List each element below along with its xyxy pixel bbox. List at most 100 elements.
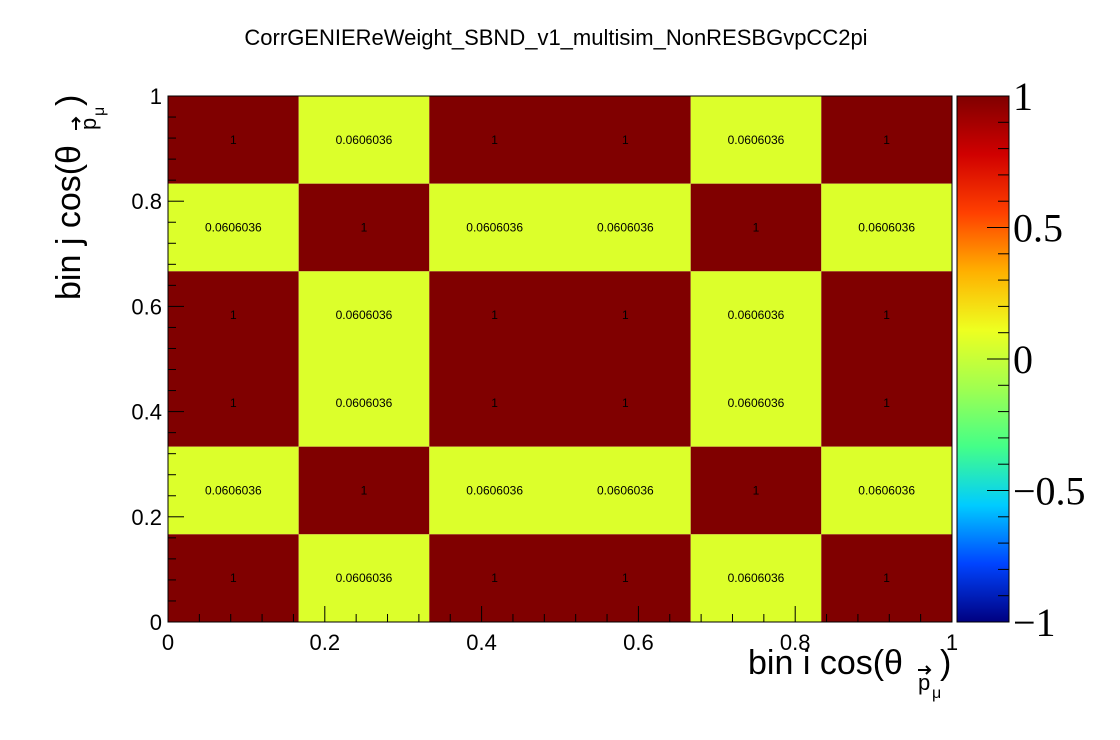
heatmap-cell <box>298 359 430 447</box>
y-axis-label-close: ) <box>50 95 88 106</box>
x-tick-label: 0.6 <box>623 630 654 655</box>
cell-value-label: 1 <box>883 133 890 147</box>
cell-value-label: 0.0606036 <box>597 484 654 498</box>
heatmap-cell <box>298 96 430 184</box>
cell-value-label: 1 <box>491 308 498 322</box>
cell-value-label: 0.0606036 <box>597 221 654 235</box>
heatmap-cell <box>560 271 691 359</box>
cell-value-label: 0.0606036 <box>858 484 915 498</box>
cell-value-label: 0.0606036 <box>728 133 785 147</box>
cell-value-label: 0.0606036 <box>466 221 523 235</box>
cell-value-label: 1 <box>230 396 237 410</box>
heatmap-cell <box>690 534 822 622</box>
colorbar-ticks: 1 0.5 0 −0.5 −1 <box>987 74 1086 645</box>
x-tick-label: 0.8 <box>780 630 811 655</box>
vector-arrow-icon <box>918 665 932 675</box>
y-tick-label: 1 <box>150 84 162 109</box>
heatmap-cell <box>168 446 299 535</box>
colorbar-tick-label: −0.5 <box>1013 469 1086 514</box>
cell-value-label: 1 <box>883 308 890 322</box>
heatmap-cell <box>560 534 691 622</box>
heatmap-cell <box>168 271 299 359</box>
heatmap-cell <box>168 359 299 447</box>
heatmap-cell <box>690 96 822 184</box>
cell-value-label: 0.0606036 <box>466 484 523 498</box>
y-axis-label-subsub: μ <box>91 107 108 116</box>
cell-value-label: 1 <box>753 221 760 235</box>
x-tick-label: 0.2 <box>310 630 341 655</box>
heatmap-cell <box>690 446 822 535</box>
heatmap-cell <box>560 446 691 535</box>
heatmap-cell <box>821 534 952 622</box>
heatmap-cell <box>690 359 822 447</box>
heatmap-cell <box>168 96 299 184</box>
heatmap-cell <box>821 271 952 359</box>
heatmap-cell <box>690 271 822 359</box>
cell-value-label: 0.0606036 <box>336 396 393 410</box>
y-tick-label: 0.6 <box>131 294 162 319</box>
heatmap-cell <box>821 446 952 535</box>
svg-text:p: p <box>76 118 101 130</box>
plot-frame <box>167 95 953 623</box>
cell-value-label: 1 <box>491 396 498 410</box>
svg-text:bin j cos(θ: bin j cos(θ <box>50 145 88 300</box>
x-axis-label: bin i cos(θ p μ ) <box>748 644 951 702</box>
cell-value-label: 0.0606036 <box>858 221 915 235</box>
heatmap-cell <box>690 183 822 272</box>
x-axis: 0 0.2 0.4 0.6 0.8 1 <box>162 606 958 655</box>
cell-value-label: 1 <box>230 133 237 147</box>
x-axis-label-close: ) <box>940 644 951 682</box>
heatmap-cell <box>429 271 560 359</box>
cell-value-label: 1 <box>491 571 498 585</box>
y-axis-label-sub: p <box>76 118 101 130</box>
cell-value-label: 1 <box>230 571 237 585</box>
colorbar-tick-label: 1 <box>1013 74 1033 119</box>
chart-title: CorrGENIEReWeight_SBND_v1_multisim_NonRE… <box>244 25 867 50</box>
heatmap-cell <box>560 183 691 272</box>
y-axis-label: bin j cos(θ p μ ) <box>50 95 108 300</box>
x-tick-label: 0 <box>162 630 174 655</box>
x-tick-label: 0.4 <box>466 630 497 655</box>
heatmap-cell <box>298 271 430 359</box>
y-tick-label: 0.4 <box>131 400 162 425</box>
cell-value-label: 1 <box>622 571 629 585</box>
heatmap-cell <box>821 183 952 272</box>
heatmap-cells <box>168 96 952 622</box>
cell-value-label: 1 <box>753 484 760 498</box>
svg-text:): ) <box>940 644 951 682</box>
heatmap-cell <box>821 96 952 184</box>
heatmap-cell <box>168 183 299 272</box>
cell-value-label: 1 <box>883 571 890 585</box>
colorbar-tick-label: −1 <box>1013 600 1056 645</box>
heatmap-cell <box>429 534 560 622</box>
svg-text:p: p <box>918 670 930 695</box>
x-axis-label-main: bin i cos(θ <box>748 644 903 682</box>
x-tick-label: 1 <box>946 630 958 655</box>
heatmap-cell <box>429 446 560 535</box>
vector-arrow-icon <box>71 116 81 130</box>
cell-value-label: 0.0606036 <box>205 221 262 235</box>
y-axis: 0 0.2 0.4 0.6 0.8 1 <box>131 84 184 635</box>
cell-value-label: 1 <box>230 308 237 322</box>
heatmap-cell <box>560 359 691 447</box>
y-axis-label-main: bin j cos(θ <box>50 145 88 300</box>
cell-value-label: 0.0606036 <box>336 133 393 147</box>
cell-value-label: 1 <box>622 396 629 410</box>
svg-text:): ) <box>50 95 88 106</box>
cell-value-label: 1 <box>622 308 629 322</box>
heatmap-cell <box>298 446 430 535</box>
x-axis-label-sub: p <box>918 670 930 695</box>
cell-value-label: 0.0606036 <box>336 308 393 322</box>
y-tick-label: 0 <box>150 610 162 635</box>
cell-value-label: 0.0606036 <box>728 396 785 410</box>
cell-value-label: 0.0606036 <box>205 484 262 498</box>
y-tick-label: 0.8 <box>131 189 162 214</box>
heatmap-cell <box>560 96 691 184</box>
heatmap-cell <box>821 359 952 447</box>
heatmap-cell-labels: 1 0.0606036 1 1 0.0606036 1 0.0606036 1 0.060603… <box>205 133 915 585</box>
heatmap-cell <box>298 534 430 622</box>
svg-text:μ: μ <box>932 685 941 702</box>
colorbar-tick-label: 0.5 <box>1013 206 1063 251</box>
heatmap-cell <box>168 534 299 622</box>
heatmap-cell <box>429 359 560 447</box>
